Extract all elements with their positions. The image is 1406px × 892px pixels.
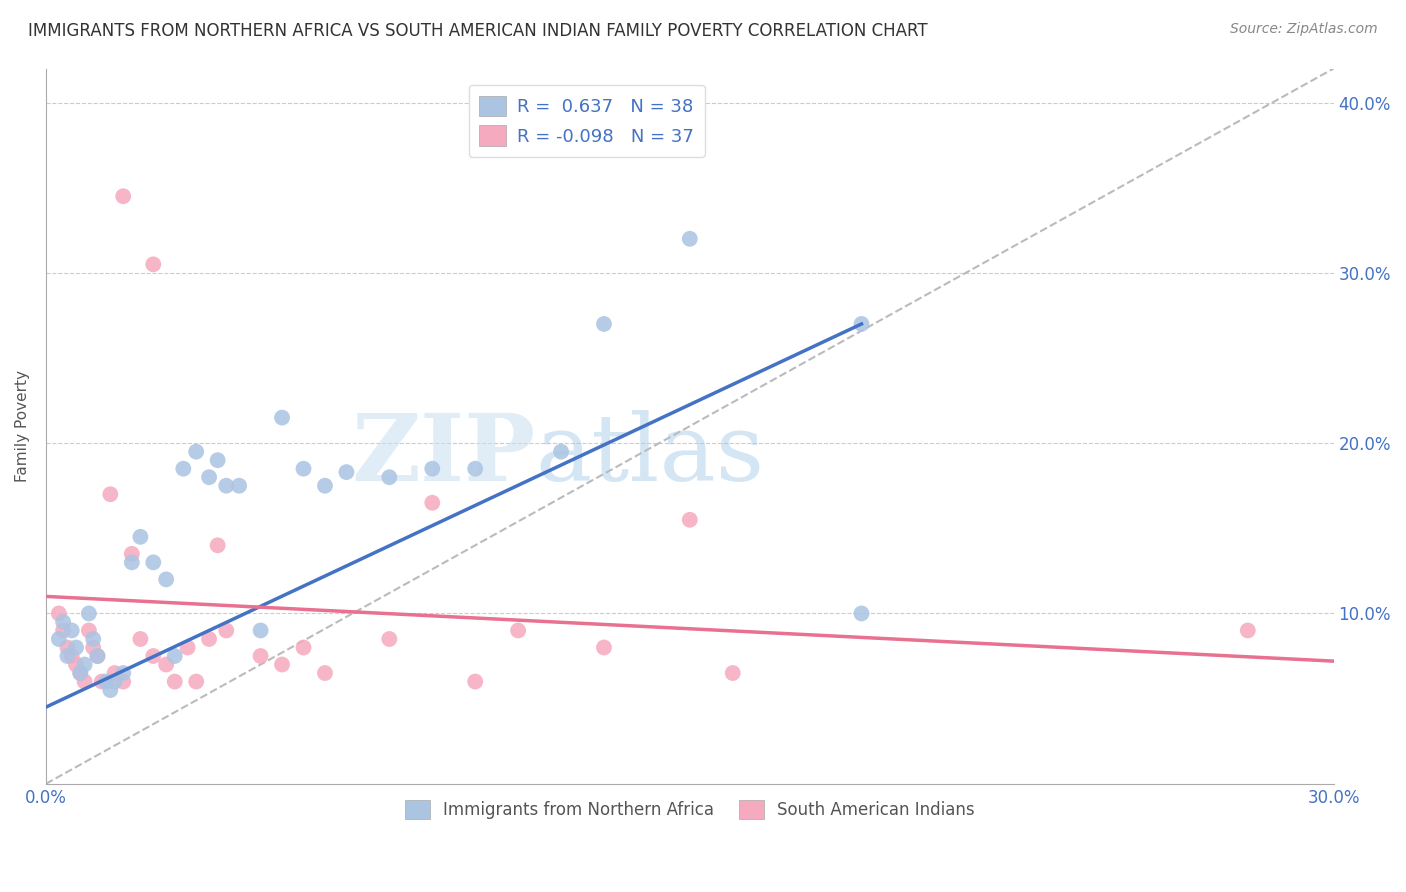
Point (155, 573, 177, 587)
Point (207, 453, 229, 467)
Point (142, 257, 165, 271)
Point (82, 640, 104, 655)
Text: ZIP: ZIP (352, 409, 536, 500)
Point (56, 640, 79, 655)
Point (77, 624, 100, 638)
Text: IMMIGRANTS FROM NORTHERN AFRICA VS SOUTH AMERICAN INDIAN FAMILY POVERTY CORRELAT: IMMIGRANTS FROM NORTHERN AFRICA VS SOUTH… (28, 22, 928, 40)
Point (104, 666, 127, 681)
Point (112, 666, 135, 681)
Point (73, 657, 96, 672)
Point (121, 555, 143, 569)
Point (69, 666, 91, 681)
Point (98, 683, 121, 698)
Point (155, 657, 177, 672)
Point (292, 461, 315, 475)
Point (314, 666, 336, 681)
Point (186, 674, 208, 689)
Point (378, 632, 401, 646)
Point (679, 232, 702, 246)
Point (65, 640, 87, 655)
Point (90, 674, 112, 689)
Point (82, 632, 104, 646)
Point (60, 624, 83, 638)
Point (121, 547, 143, 561)
Point (508, 624, 530, 638)
Legend: Immigrants from Northern Africa, South American Indians: Immigrants from Northern Africa, South A… (398, 793, 981, 825)
Point (48, 607, 70, 621)
Point (48, 632, 70, 646)
Point (176, 640, 198, 655)
Point (163, 674, 186, 689)
Point (249, 648, 271, 663)
Point (464, 461, 486, 475)
Point (198, 632, 221, 646)
Point (215, 624, 238, 638)
Point (129, 632, 152, 646)
Point (94, 674, 117, 689)
Point (163, 648, 186, 663)
Point (112, 189, 135, 203)
Point (679, 513, 702, 527)
Point (271, 410, 294, 425)
Point (112, 674, 135, 689)
Point (65, 657, 87, 672)
Point (52, 615, 75, 629)
Point (86, 648, 108, 663)
Point (198, 470, 221, 484)
Point (98, 487, 121, 501)
Text: atlas: atlas (536, 409, 765, 500)
Point (851, 317, 873, 331)
Point (420, 496, 443, 510)
Point (52, 624, 75, 638)
Point (335, 465, 357, 479)
Point (228, 479, 250, 493)
Point (249, 624, 271, 638)
Point (86, 648, 108, 663)
Point (593, 640, 616, 655)
Point (69, 666, 91, 681)
Point (851, 607, 873, 621)
Point (550, 444, 572, 458)
Point (104, 674, 127, 689)
Point (215, 479, 238, 493)
Point (420, 461, 443, 475)
Point (172, 461, 194, 475)
Point (378, 470, 401, 484)
Point (142, 648, 165, 663)
Point (207, 538, 229, 552)
Point (142, 555, 165, 569)
Point (464, 674, 486, 689)
Point (271, 657, 294, 672)
Point (292, 640, 315, 655)
Point (77, 607, 100, 621)
Point (721, 666, 744, 681)
Point (60, 648, 83, 663)
Point (593, 317, 616, 331)
Point (56, 648, 79, 663)
Point (73, 674, 96, 689)
Text: Source: ZipAtlas.com: Source: ZipAtlas.com (1230, 22, 1378, 37)
Point (186, 444, 208, 458)
Y-axis label: Family Poverty: Family Poverty (15, 370, 30, 483)
Point (129, 530, 152, 544)
Point (314, 479, 336, 493)
Point (1236, 624, 1258, 638)
